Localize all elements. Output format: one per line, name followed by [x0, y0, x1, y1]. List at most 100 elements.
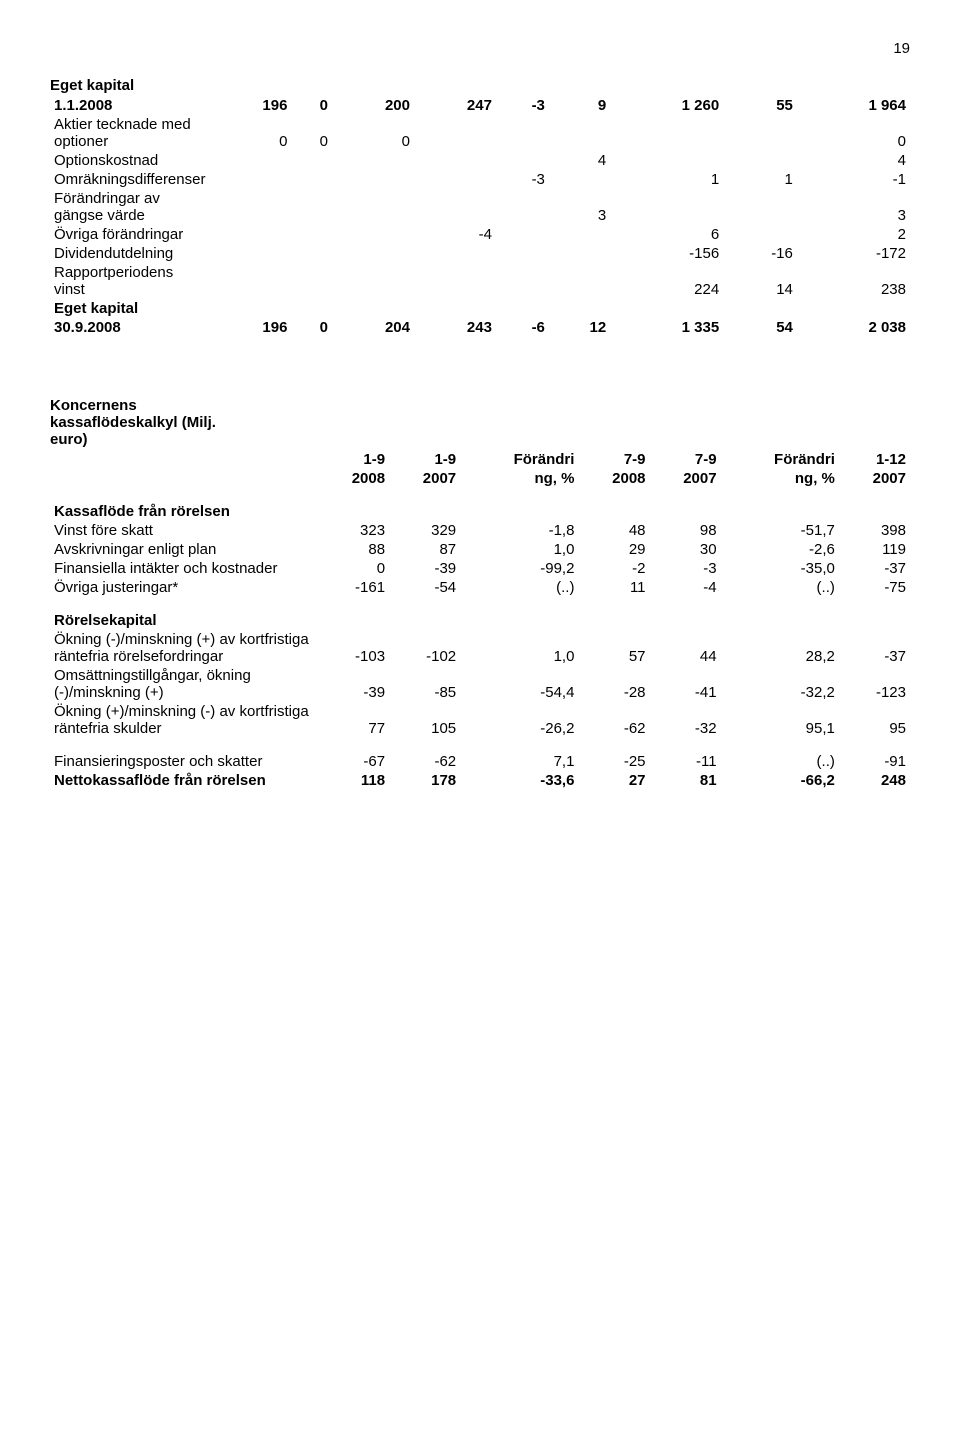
row-label: Rapportperiodens vinst — [50, 263, 209, 299]
cell: -54,4 — [460, 666, 578, 702]
cell: 398 — [839, 521, 910, 540]
cell: -172 — [797, 244, 910, 263]
row-label: Finansiella intäkter och kostnader — [50, 559, 318, 578]
cell — [414, 189, 496, 225]
table-row: Övriga förändringar-462 — [50, 225, 910, 244]
cell: -1,8 — [460, 521, 578, 540]
page-number: 19 — [50, 40, 910, 57]
cell — [291, 170, 332, 189]
cell: 55 — [723, 96, 797, 115]
cell — [332, 189, 414, 225]
cell: 12 — [549, 318, 610, 337]
table-row: 1.1.20081960200247-391 260551 964 — [50, 96, 910, 115]
cell: -39 — [389, 559, 460, 578]
row-label: Finansieringsposter och skatter — [50, 752, 318, 771]
cell: 7,1 — [460, 752, 578, 771]
equity-table: 1.1.20081960200247-391 260551 964Aktier … — [50, 96, 910, 337]
cell: (..) — [721, 578, 839, 597]
cell: -35,0 — [721, 559, 839, 578]
cell — [291, 299, 332, 318]
cell: 81 — [650, 771, 721, 790]
col-header-top: 1-9 — [389, 450, 460, 469]
cell — [549, 299, 610, 318]
cell — [50, 450, 318, 469]
cell: -67 — [318, 752, 389, 771]
cell — [332, 151, 414, 170]
table-row: Övriga justeringar*-161-54(..)11-4(..)-7… — [50, 578, 910, 597]
row-label: Avskrivningar enligt plan — [50, 540, 318, 559]
cell — [332, 299, 414, 318]
row-label: Nettokassaflöde från rörelsen — [50, 771, 318, 790]
cell — [610, 299, 723, 318]
row-label: Omräkningsdifferenser — [50, 170, 209, 189]
cell — [610, 115, 723, 151]
cell: -32,2 — [721, 666, 839, 702]
col-header-bot: ng, % — [460, 469, 578, 488]
col-header-bot: 2007 — [650, 469, 721, 488]
equity-section: Eget kapital 1.1.20081960200247-391 2605… — [50, 77, 910, 337]
cell — [650, 502, 721, 521]
row-label: Ökning (-)/minskning (+) av kortfristiga… — [50, 630, 318, 666]
cell — [291, 244, 332, 263]
cell: -33,6 — [460, 771, 578, 790]
cell: -1 — [797, 170, 910, 189]
cell: 87 — [389, 540, 460, 559]
cell: -2,6 — [721, 540, 839, 559]
cell: 28,2 — [721, 630, 839, 666]
cashflow-table: 1-91-9Förändri7-97-9Förändri1-1220082007… — [50, 450, 910, 790]
cell — [291, 151, 332, 170]
cell — [318, 611, 389, 630]
cell: -16 — [723, 244, 797, 263]
cell — [723, 151, 797, 170]
cell: 88 — [318, 540, 389, 559]
cell: -37 — [839, 630, 910, 666]
cell — [414, 299, 496, 318]
cell — [291, 263, 332, 299]
cell — [496, 225, 549, 244]
equity-heading-top: Eget kapital — [50, 77, 910, 94]
table-row: 30.9.20081960204243-6121 335542 038 — [50, 318, 910, 337]
table-row: Ökning (+)/minskning (-) av kortfristiga… — [50, 702, 910, 738]
cell: -99,2 — [460, 559, 578, 578]
row-label: Övriga justeringar* — [50, 578, 318, 597]
cell — [721, 611, 839, 630]
table-row: Nettokassaflöde från rörelsen118178-33,6… — [50, 771, 910, 790]
cell — [50, 469, 318, 488]
cell — [460, 502, 578, 521]
col-header-bot: 2008 — [578, 469, 649, 488]
cell: 248 — [839, 771, 910, 790]
col-header-bot: 2008 — [318, 469, 389, 488]
cell: -6 — [496, 318, 549, 337]
cell: 11 — [578, 578, 649, 597]
cell — [578, 502, 649, 521]
cell — [209, 151, 291, 170]
cell: 0 — [797, 115, 910, 151]
cell — [50, 597, 910, 611]
cell — [610, 189, 723, 225]
row-label: Aktier tecknade med optioner — [50, 115, 209, 151]
cell: 323 — [318, 521, 389, 540]
cell — [209, 170, 291, 189]
cell: 77 — [318, 702, 389, 738]
cell: 247 — [414, 96, 496, 115]
cell: -54 — [389, 578, 460, 597]
spacer — [50, 488, 910, 502]
cell: 243 — [414, 318, 496, 337]
cell: -3 — [496, 96, 549, 115]
cell — [209, 299, 291, 318]
cell: -3 — [650, 559, 721, 578]
col-header-top: Förändri — [721, 450, 839, 469]
cell — [723, 189, 797, 225]
row-label: Omsättningstillgångar, ökning (-)/minskn… — [50, 666, 318, 702]
cell — [209, 189, 291, 225]
cell — [496, 115, 549, 151]
cell — [496, 151, 549, 170]
cell — [332, 170, 414, 189]
cell: -37 — [839, 559, 910, 578]
cell: 1,0 — [460, 540, 578, 559]
cell — [549, 170, 610, 189]
cell: -91 — [839, 752, 910, 771]
col-header-bot: 2007 — [389, 469, 460, 488]
cell: 6 — [610, 225, 723, 244]
cell: 0 — [332, 115, 414, 151]
